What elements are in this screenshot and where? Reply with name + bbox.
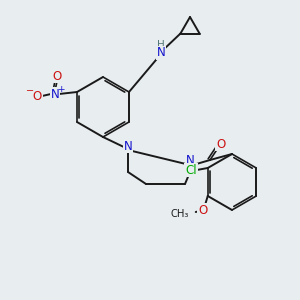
Text: N: N	[124, 140, 132, 152]
Text: +: +	[57, 85, 65, 94]
Text: Cl: Cl	[185, 164, 197, 176]
Text: O: O	[198, 203, 207, 217]
Text: −: −	[26, 86, 34, 96]
Text: O: O	[52, 70, 62, 83]
Text: H: H	[157, 40, 165, 50]
Text: O: O	[32, 89, 42, 103]
Text: N: N	[186, 154, 194, 167]
Text: CH₃: CH₃	[170, 209, 189, 219]
Text: O: O	[216, 137, 226, 151]
Text: N: N	[51, 88, 59, 100]
Text: N: N	[157, 46, 165, 59]
